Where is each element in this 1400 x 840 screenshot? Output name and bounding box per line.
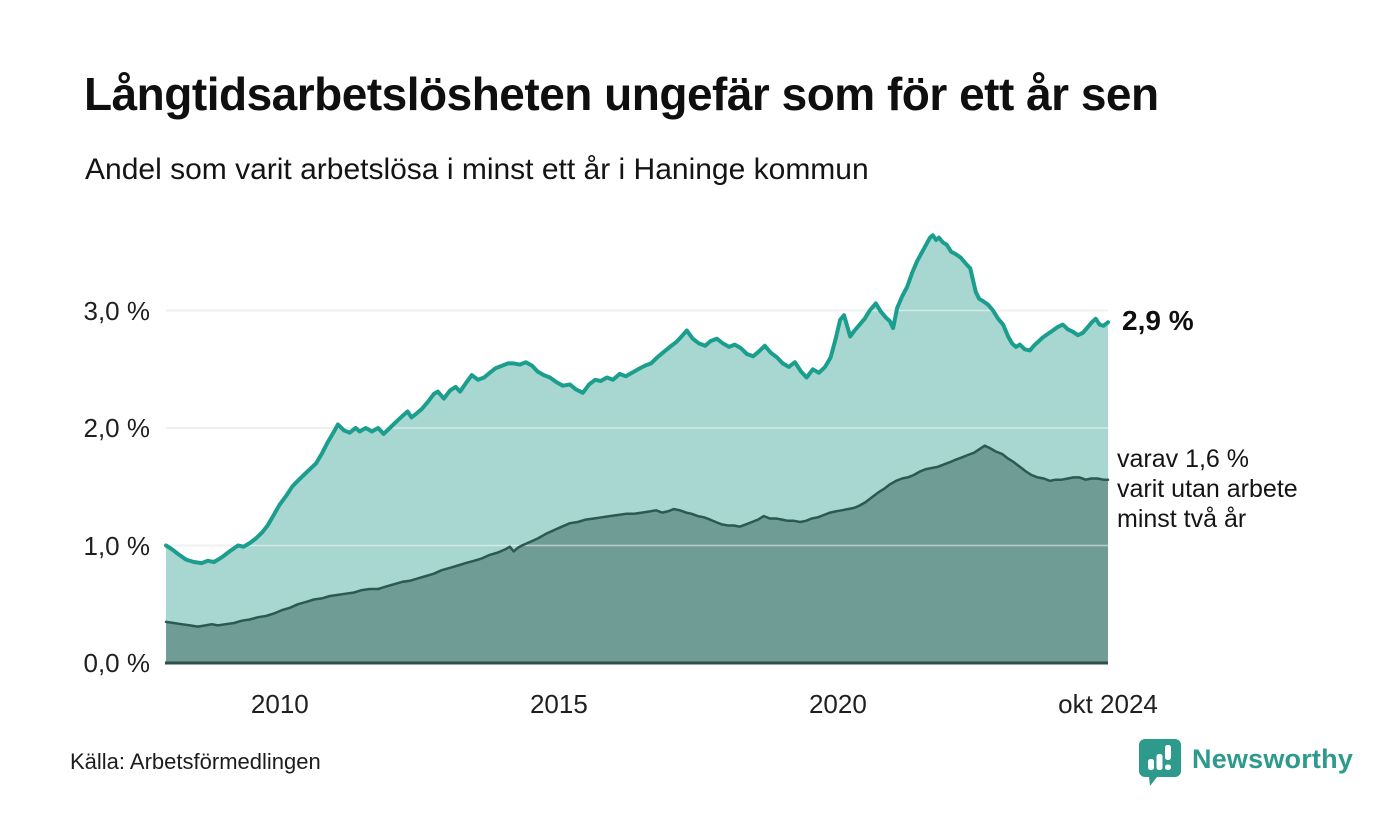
page-subtitle: Andel som varit arbetslösa i minst ett å… bbox=[85, 153, 869, 186]
source-credit: Källa: Arbetsförmedlingen bbox=[70, 749, 321, 774]
y-tick-label: 2,0 % bbox=[83, 413, 151, 443]
y-tick-label: 1,0 % bbox=[83, 530, 151, 561]
page-title: Långtidsarbetslösheten ungefär som för e… bbox=[84, 68, 1159, 120]
newsworthy-pin-barchart-icon bbox=[1139, 739, 1181, 786]
x-tick-label: okt 2024 bbox=[1058, 689, 1158, 719]
x-tick-label: 2020 bbox=[808, 689, 867, 719]
x-tick-label: 2010 bbox=[250, 689, 309, 719]
brand-name: Newsworthy bbox=[1192, 743, 1354, 774]
annotation-line: varav 1,6 % bbox=[1117, 445, 1250, 473]
latest-value-annotation: 2,9 % bbox=[1122, 305, 1194, 336]
annotation-line: minst två år bbox=[1117, 505, 1247, 533]
two-year-share-annotation: varav 1,6 % varit utan arbete minst två … bbox=[1117, 444, 1298, 534]
annotation-line: varit utan arbete bbox=[1117, 475, 1298, 503]
newsworthy-brand: Newsworthy bbox=[1138, 736, 1353, 788]
y-tick-label: 3,0 % bbox=[83, 295, 151, 326]
line-unemployed-two-years bbox=[164, 444, 1110, 628]
y-tick-label: 0,0 % bbox=[83, 648, 151, 678]
line-unemployed-one-year bbox=[164, 233, 1110, 566]
area-unemployed-two-years bbox=[166, 445, 1108, 663]
x-tick-label: 2015 bbox=[529, 689, 588, 719]
